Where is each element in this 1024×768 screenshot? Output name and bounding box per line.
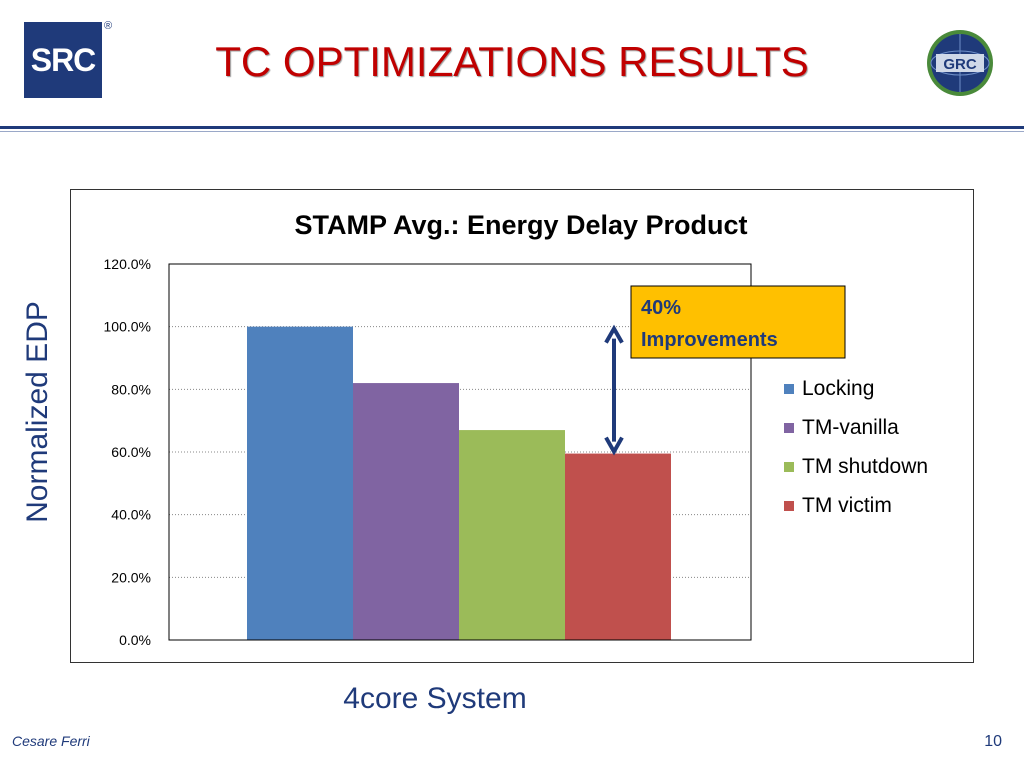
y-tick-label: 100.0% xyxy=(104,319,151,335)
legend-label: Locking xyxy=(802,377,874,400)
arrow-head-down xyxy=(604,436,624,456)
y-tick-label: 0.0% xyxy=(119,632,151,648)
callout-box xyxy=(630,285,846,359)
legend-swatch xyxy=(784,501,794,511)
legend: Locking TM-vanilla TM shutdown TM victim xyxy=(784,377,928,517)
header-divider-thin xyxy=(0,131,1024,132)
plot-area xyxy=(168,263,752,641)
src-logo-text: SRC xyxy=(30,42,97,78)
bar-tm-vanilla xyxy=(353,383,459,640)
bar-tm-victim xyxy=(565,453,671,640)
page-number: 10 xyxy=(984,733,1002,750)
grc-logo: GRC xyxy=(927,30,993,96)
header-divider xyxy=(0,126,1024,129)
y-axis-label: Normalized EDP xyxy=(21,301,54,523)
legend-swatch xyxy=(784,384,794,394)
legend-swatch xyxy=(784,423,794,433)
author-name: Cesare Ferri xyxy=(12,733,90,749)
y-tick-label: 20.0% xyxy=(111,569,151,585)
bar-chart: STAMP Avg.: Energy Delay Product 0.0% 20.… xyxy=(104,210,929,648)
callout-line-2: Improvements xyxy=(641,329,778,351)
chart-frame: STAMP Avg.: Energy Delay Product 0.0% 20.… xyxy=(70,189,974,663)
bar-tm-shutdown xyxy=(459,430,565,640)
legend-label: TM victim xyxy=(802,494,892,517)
legend-swatch xyxy=(784,462,794,472)
arrow-head-up xyxy=(604,324,624,344)
x-axis-label: 4core System xyxy=(343,682,527,715)
legend-label: TM shutdown xyxy=(802,455,928,478)
grc-logo-text: GRC xyxy=(943,56,977,73)
src-logo: SRC xyxy=(24,22,102,98)
chart-title: STAMP Avg.: Energy Delay Product xyxy=(294,210,747,240)
improvement-arrow xyxy=(604,324,624,456)
callout-line-1: 40% xyxy=(641,297,681,319)
legend-label: TM-vanilla xyxy=(802,416,899,439)
improvement-callout: 40% Improvements xyxy=(630,285,846,359)
registered-mark: ® xyxy=(104,20,113,32)
bar-locking xyxy=(247,326,353,640)
page-title: TC OPTIMIZATIONS RESULTS xyxy=(215,38,809,85)
y-tick-label: 60.0% xyxy=(111,444,151,460)
y-tick-label: 120.0% xyxy=(104,256,151,272)
y-tick-label: 80.0% xyxy=(111,381,151,397)
y-tick-label: 40.0% xyxy=(111,507,151,523)
